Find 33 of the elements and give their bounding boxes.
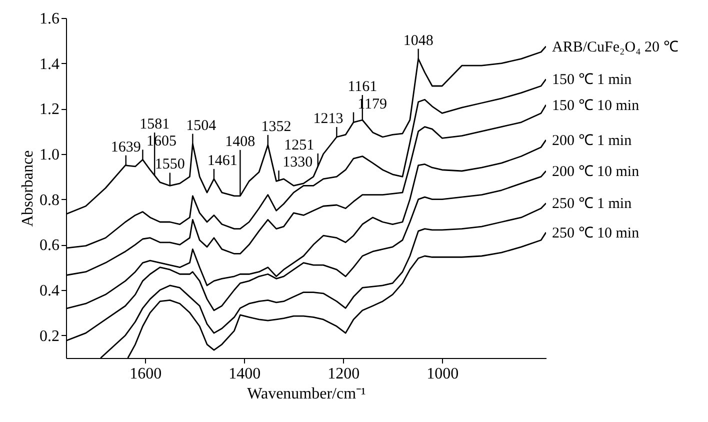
series-label: 200 ℃ 1 min [552,132,632,149]
annotation: 1550 [154,156,185,173]
annotation: 1352 [261,118,292,135]
x-axis-title: Wavenumber/cm⁻¹ [247,386,366,402]
x-tick-label: 1200 [328,366,360,382]
y-tick-label: 0.4 [40,282,60,300]
y-tick-label: 0.6 [40,237,60,254]
series-label: 200 ℃ 10 min [552,164,640,180]
annotation: 1213 [313,111,344,127]
y-tick-label: 0.8 [40,192,60,209]
series-label: ARB/CuFe₂O₄ 20 ℃ [552,39,678,56]
y-tick-label: 0.2 [40,328,60,345]
annotation: 1161 [348,79,378,95]
x-tick-label: 1600 [130,366,162,382]
series-label: 150 ℃ 1 min [552,72,632,88]
y-tick-label: 1.6 [40,10,60,28]
series-label: 250 ℃ 1 min [552,196,632,212]
annotation: 1461 [207,152,238,169]
annotation: 1048 [403,32,434,49]
annotation: 1408 [225,134,256,150]
annotation: 1330 [282,154,313,171]
x-tick-label: 1000 [426,366,459,382]
annotation: 1504 [186,118,217,134]
series-label: 250 ℃ 10 min [552,225,640,242]
y-tick-label: 1.2 [40,101,60,118]
annotation: 1581 [140,116,170,133]
y-tick-label: 1.4 [40,56,60,73]
annotation: 1251 [284,137,314,154]
annotation: 1639 [110,139,141,156]
series-label: 150 ℃ 10 min [552,98,640,114]
y-axis-title: Absorbance [20,150,36,227]
y-tick-label: 1.0 [40,146,60,164]
x-tick-label: 1400 [228,366,261,382]
